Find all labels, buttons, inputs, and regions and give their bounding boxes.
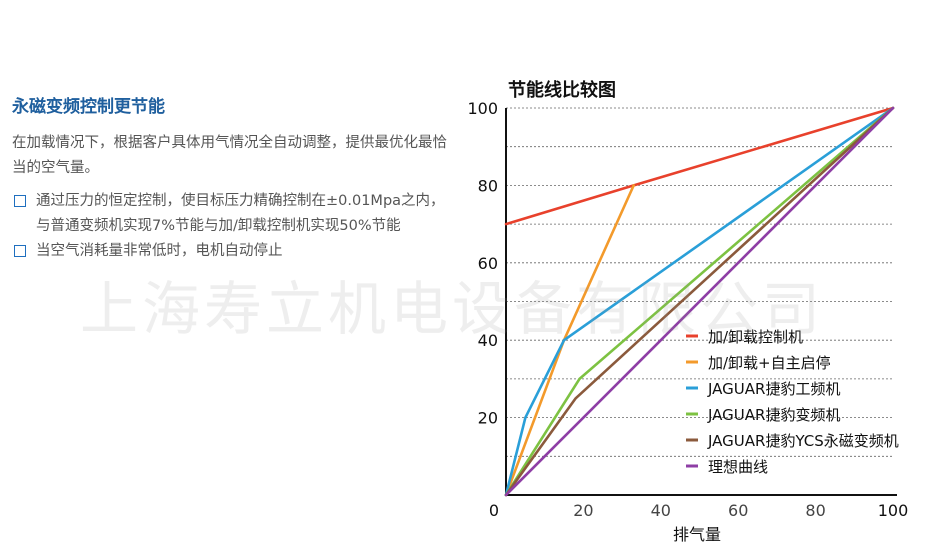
feature-panel: 永磁变频控制更节能 在加载情况下，根据客户具体用气情况全自动调整，提供最优化最恰… (12, 92, 457, 264)
x-axis-label: 排气量 (673, 525, 721, 544)
series-line-4 (504, 106, 895, 497)
intro-text: 在加载情况下，根据客户具体用气情况全自动调整，提供最优化最恰当的空气量。 (12, 135, 447, 176)
x-tick-label: 0 (489, 501, 499, 520)
grid-lines (506, 107, 893, 457)
series-lines (504, 106, 895, 497)
tick-labels: 20 40 60 80 100 0 20 40 60 80 100 (467, 99, 908, 520)
feature-text-1: 通过压力的恒定控制，使目标压力精确控制在±0.01Mpa之内，与普通变频机实现7… (36, 193, 445, 234)
y-tick-label: 100 (467, 99, 498, 118)
y-tick-label: 60 (478, 254, 498, 273)
checkbox-icon (14, 245, 26, 257)
x-tick-label: 20 (573, 501, 593, 520)
x-tick-label: 80 (805, 501, 825, 520)
series-line-5 (504, 106, 895, 497)
axes (505, 108, 897, 496)
x-tick-label: 60 (728, 501, 748, 520)
x-tick-label: 40 (651, 501, 671, 520)
x-tick-label: 100 (878, 501, 909, 520)
legend-label-5: JAGUAR捷豹YCS永磁变频机 (707, 432, 899, 450)
legend-label-2: 加/卸载+自主启停 (708, 354, 831, 372)
chart-title: 节能线比较图 (508, 79, 616, 101)
checkbox-icon (14, 195, 26, 207)
feature-text-2: 当空气消耗量非常低时，电机自动停止 (36, 243, 283, 259)
feature-item-2: 当空气消耗量非常低时，电机自动停止 (12, 239, 457, 264)
legend-label-1: 加/卸载控制机 (708, 328, 803, 346)
legend-label-3: JAGUAR捷豹工频机 (707, 380, 840, 398)
legend-label-6: 理想曲线 (708, 458, 768, 476)
feature-item-1: 通过压力的恒定控制，使目标压力精确控制在±0.01Mpa之内，与普通变频机实现7… (12, 189, 457, 239)
series-line-6 (504, 106, 895, 497)
series-line-3 (504, 106, 895, 497)
y-tick-label: 40 (478, 331, 498, 350)
section-heading: 永磁变频控制更节能 (12, 97, 165, 117)
y-tick-label: 80 (478, 176, 498, 195)
legend-label-4: JAGUAR捷豹变频机 (707, 406, 840, 424)
y-tick-label: 20 (478, 409, 498, 428)
